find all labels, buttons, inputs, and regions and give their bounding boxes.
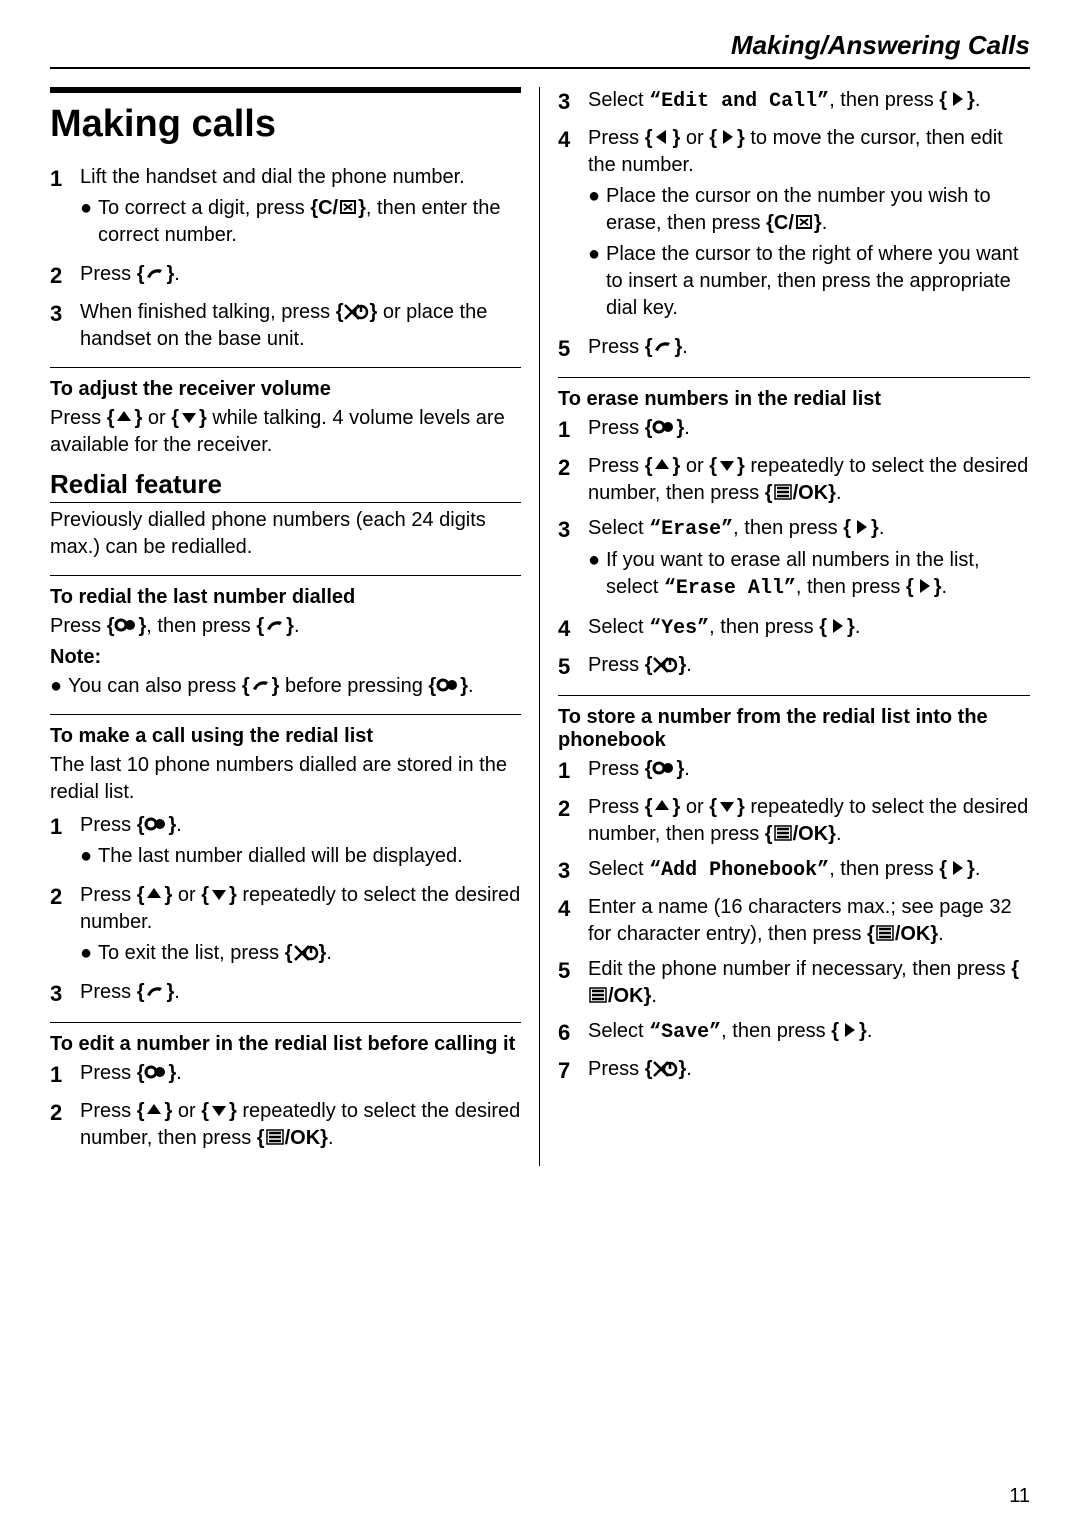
step-num: 1 bbox=[50, 164, 80, 253]
down-icon bbox=[179, 407, 199, 427]
off-icon bbox=[652, 654, 678, 674]
redial-title: Redial feature bbox=[50, 469, 521, 503]
right-icon bbox=[717, 127, 737, 147]
up-icon bbox=[144, 1100, 164, 1120]
right-icon bbox=[851, 517, 871, 537]
menu-icon bbox=[773, 823, 793, 843]
off-icon bbox=[652, 1058, 678, 1078]
talk-icon bbox=[144, 263, 166, 283]
off-icon bbox=[343, 301, 369, 321]
redial-icon bbox=[144, 814, 168, 834]
left-icon bbox=[652, 127, 672, 147]
up-icon bbox=[652, 455, 672, 475]
right-icon bbox=[914, 576, 934, 596]
menu-icon bbox=[773, 482, 793, 502]
menu-icon bbox=[265, 1127, 285, 1147]
main-title: Making calls bbox=[50, 103, 521, 146]
talk-icon bbox=[250, 675, 272, 695]
up-icon bbox=[144, 884, 164, 904]
store-title: To store a number from the redial list i… bbox=[558, 706, 1030, 752]
redial-icon bbox=[652, 417, 676, 437]
menu-icon bbox=[875, 923, 895, 943]
redial-icon bbox=[144, 1062, 168, 1082]
page-number: 11 bbox=[1009, 1485, 1030, 1508]
step-text: Lift the handset and dial the phone numb… bbox=[80, 166, 465, 188]
right-column: 3 Select “Edit and Call”, then press {}.… bbox=[540, 87, 1030, 1166]
make-call-intro: The last 10 phone numbers dialled are st… bbox=[50, 752, 521, 806]
redial-icon bbox=[436, 675, 460, 695]
redial-last-title: To redial the last number dialled bbox=[50, 586, 521, 609]
redial-icon bbox=[114, 615, 138, 635]
down-icon bbox=[717, 796, 737, 816]
down-icon bbox=[209, 1100, 229, 1120]
step-num: 2 bbox=[50, 261, 80, 291]
down-icon bbox=[209, 884, 229, 904]
step-num: 3 bbox=[50, 299, 80, 353]
right-icon bbox=[947, 858, 967, 878]
cancel-icon bbox=[338, 197, 358, 217]
right-icon bbox=[947, 89, 967, 109]
up-icon bbox=[652, 796, 672, 816]
up-icon bbox=[114, 407, 134, 427]
redial-icon bbox=[652, 758, 676, 778]
bullet-icon: ● bbox=[50, 673, 68, 700]
bullet-icon: ● bbox=[80, 195, 98, 249]
adjust-volume-title: To adjust the receiver volume bbox=[50, 378, 521, 401]
talk-icon bbox=[652, 336, 674, 356]
note-label: Note: bbox=[50, 646, 521, 669]
page-header: Making/Answering Calls bbox=[50, 30, 1030, 69]
content-columns: Making calls 1 Lift the handset and dial… bbox=[50, 87, 1030, 1166]
make-call-title: To make a call using the redial list bbox=[50, 725, 521, 748]
right-icon bbox=[839, 1020, 859, 1040]
left-column: Making calls 1 Lift the handset and dial… bbox=[50, 87, 540, 1166]
redial-intro: Previously dialled phone numbers (each 2… bbox=[50, 507, 521, 561]
title-bar bbox=[50, 87, 521, 93]
down-icon bbox=[717, 455, 737, 475]
off-icon bbox=[293, 942, 319, 962]
talk-icon bbox=[264, 615, 286, 635]
erase-title: To erase numbers in the redial list bbox=[558, 388, 1030, 411]
right-icon bbox=[827, 616, 847, 636]
cancel-icon bbox=[794, 212, 814, 232]
header-title: Making/Answering Calls bbox=[731, 30, 1030, 60]
menu-icon bbox=[588, 985, 608, 1005]
making-calls-steps: 1 Lift the handset and dial the phone nu… bbox=[50, 164, 521, 353]
talk-icon bbox=[144, 981, 166, 1001]
edit-title: To edit a number in the redial list befo… bbox=[50, 1033, 521, 1056]
